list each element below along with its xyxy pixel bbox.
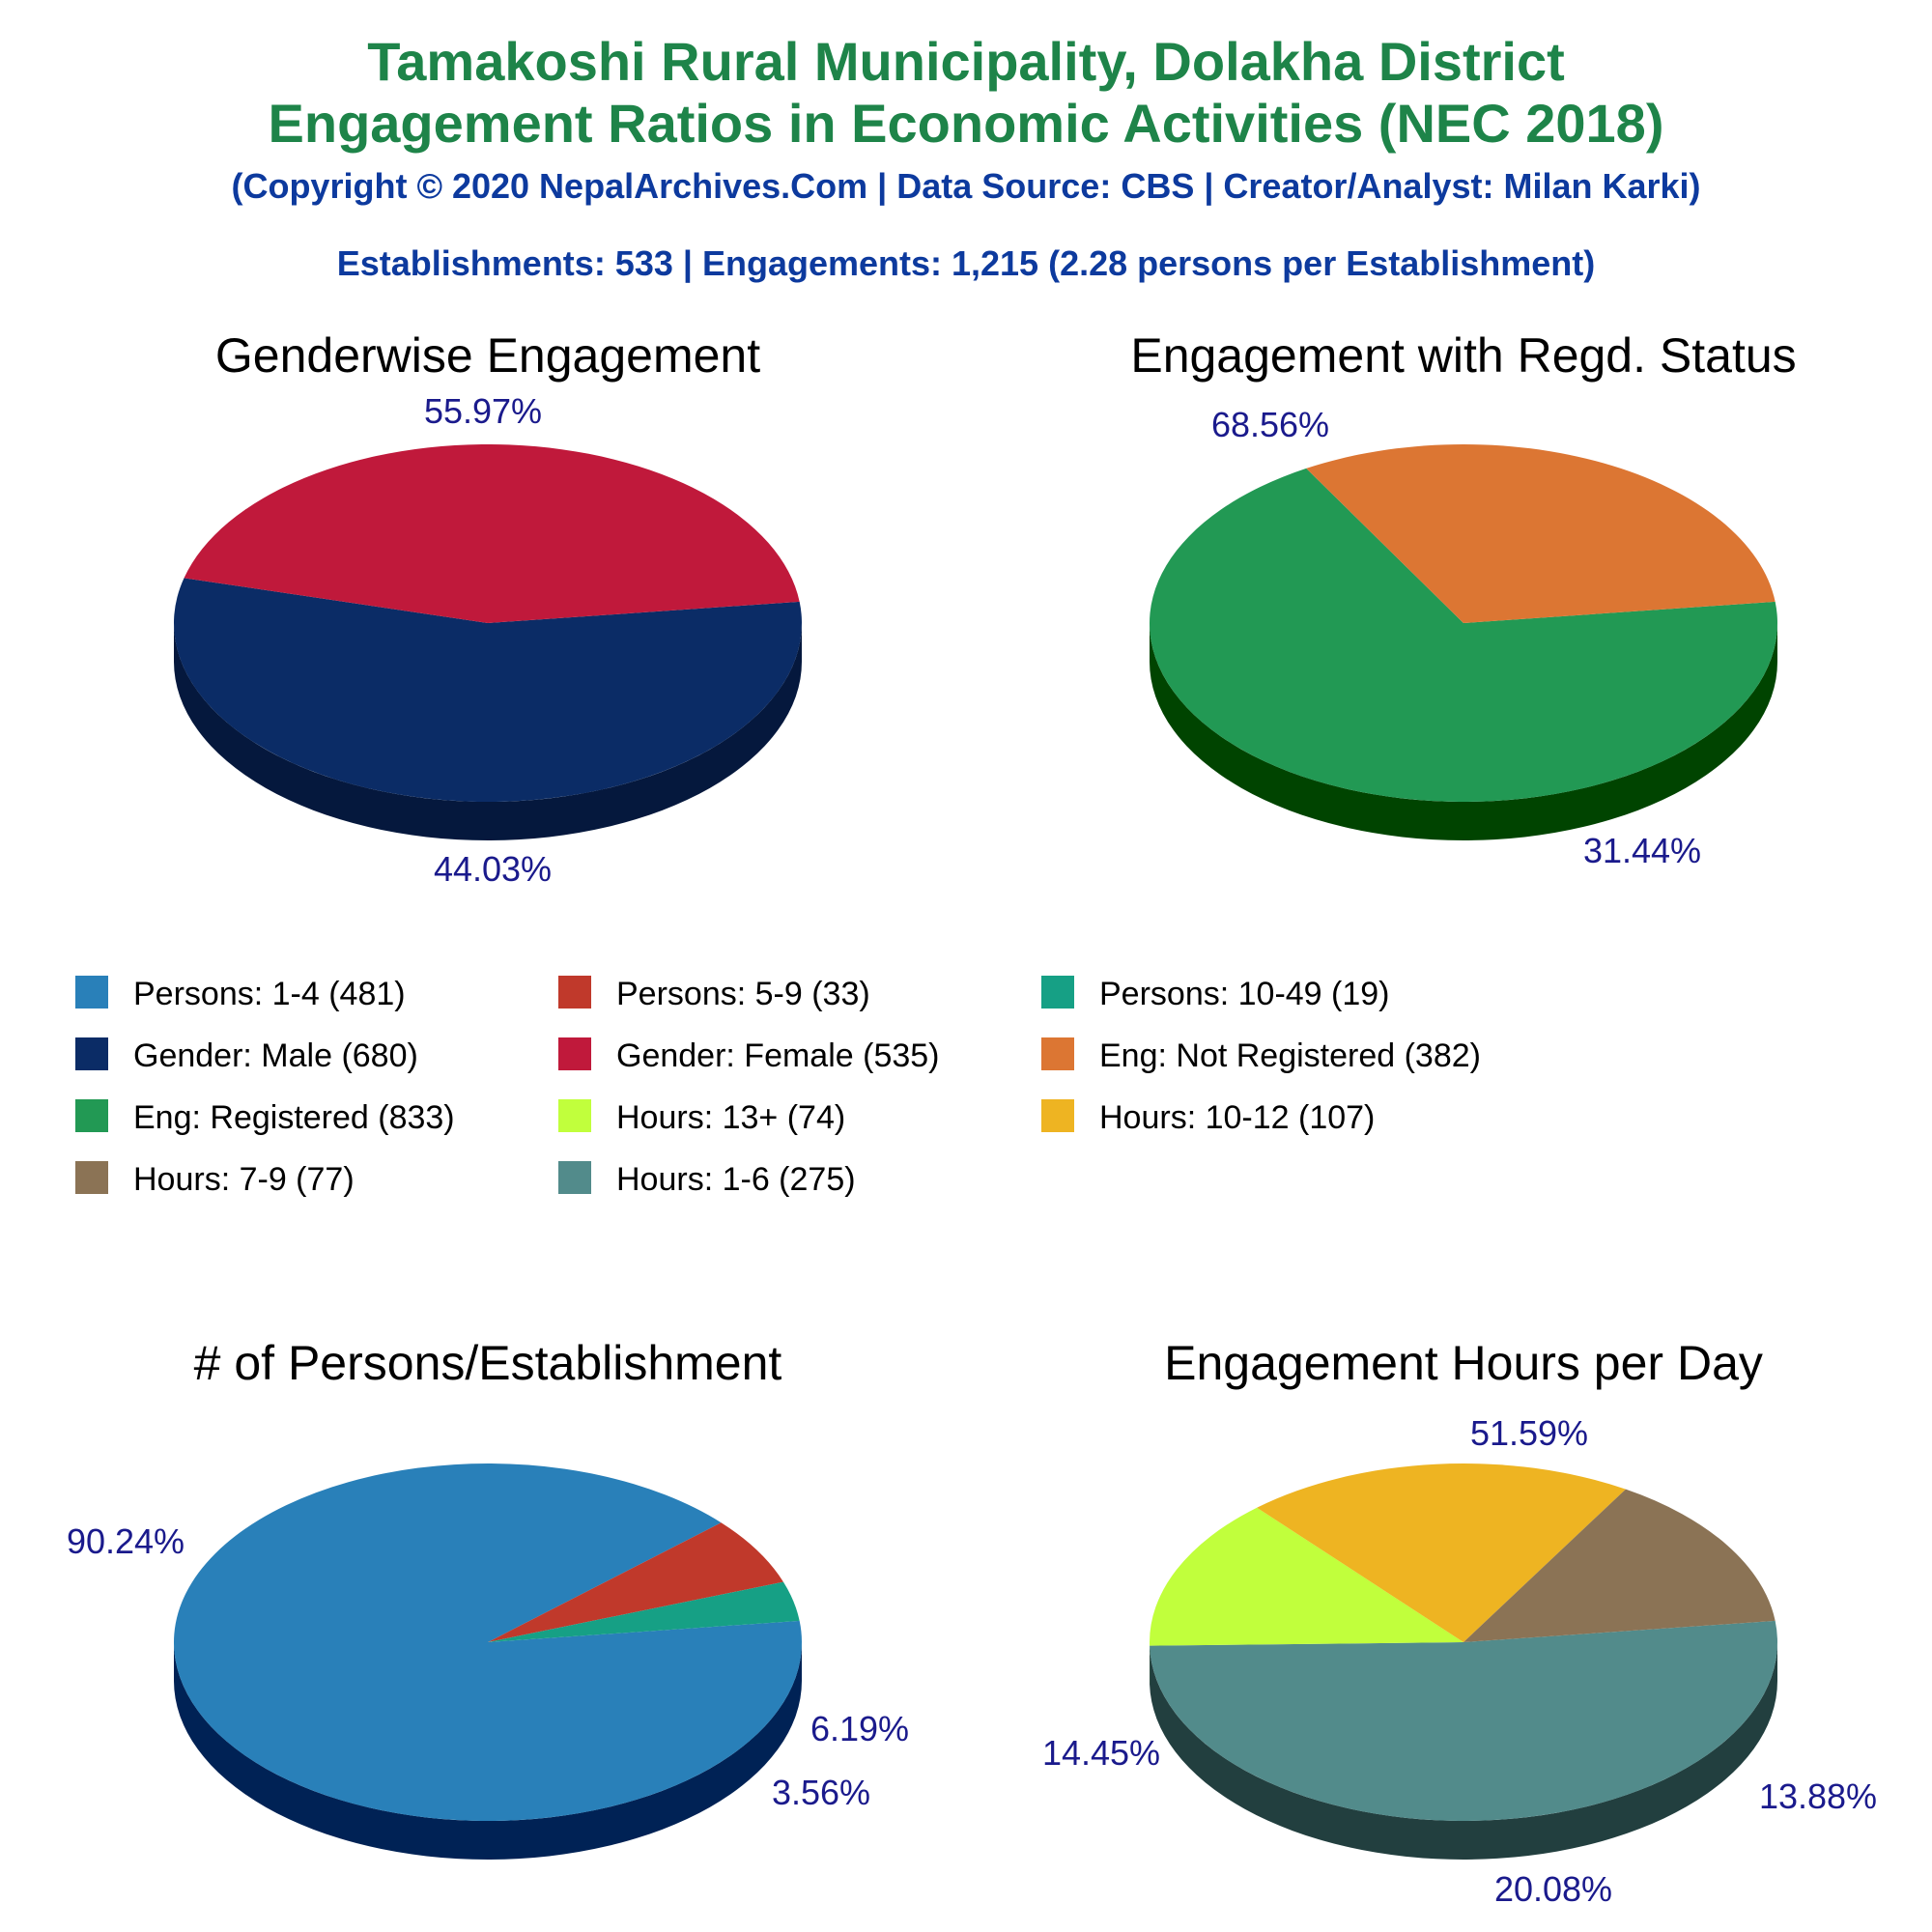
- slice-percent-label: 13.88%: [1759, 1776, 1877, 1816]
- legend-label: Gender: Female (535): [616, 1037, 940, 1074]
- legend-swatch: [1041, 976, 1074, 1009]
- pie-title: Engagement with Regd. Status: [1130, 328, 1796, 383]
- pie-slice: [184, 444, 800, 623]
- legend-label: Eng: Not Registered (382): [1099, 1037, 1481, 1074]
- legend-label: Eng: Registered (833): [133, 1099, 455, 1136]
- slice-percent-label: 20.08%: [1494, 1869, 1612, 1909]
- slice-percent-label: 55.97%: [424, 391, 542, 431]
- legend-swatch: [558, 1161, 591, 1194]
- legend-item: Eng: Registered (833): [75, 1099, 455, 1136]
- summary-line: Establishments: 533 | Engagements: 1,215…: [336, 243, 1596, 283]
- legend-item: Persons: 5-9 (33): [558, 976, 870, 1012]
- pie-chart-2: Engagement with Regd. Status 68.56% 31.44%: [1130, 328, 1796, 870]
- legend-swatch: [1041, 1099, 1074, 1132]
- pie-side-wall: [1150, 1642, 1777, 1861]
- pie-side-wall: [174, 623, 802, 840]
- legend-swatch: [558, 976, 591, 1009]
- pie-chart-4: Engagement Hours per Day 51.59% 13.88% 20.0…: [1042, 1336, 1877, 1909]
- legend-label: Hours: 13+ (74): [616, 1099, 845, 1136]
- legend-swatch: [75, 1037, 108, 1070]
- slice-percent-label: 68.56%: [1211, 405, 1329, 444]
- pie-slice: [488, 1581, 800, 1642]
- pie-title: Genderwise Engagement: [215, 328, 760, 383]
- legend-swatch: [75, 976, 108, 1009]
- legend-swatch: [75, 1099, 108, 1132]
- legend-swatch: [75, 1161, 108, 1194]
- legend-item: Persons: 1-4 (481): [75, 976, 406, 1012]
- pie-slice: [1463, 1489, 1776, 1642]
- legend: Persons: 1-4 (481) Persons: 5-9 (33) Perso…: [75, 976, 1481, 1198]
- legend-label: Hours: 10-12 (107): [1099, 1099, 1375, 1136]
- legend-swatch: [558, 1037, 591, 1070]
- legend-item: Gender: Male (680): [75, 1037, 418, 1074]
- legend-item: Hours: 10-12 (107): [1041, 1099, 1375, 1136]
- slice-percent-label: 6.19%: [810, 1709, 909, 1748]
- pie-slice: [1150, 1620, 1777, 1821]
- legend-item: Hours: 1-6 (275): [558, 1161, 856, 1198]
- slice-percent-label: 51.59%: [1470, 1413, 1588, 1453]
- pie-slice: [488, 1522, 783, 1642]
- pie-chart-1: Genderwise Engagement 55.97% 44.03%: [173, 328, 803, 889]
- pie-title: # of Persons/Establishment: [194, 1336, 782, 1390]
- chart-title-line2: Engagement Ratios in Economic Activities…: [268, 93, 1664, 154]
- slice-percent-label: 14.45%: [1042, 1733, 1160, 1773]
- pie-side-wall: [1150, 623, 1777, 840]
- pie-title: Engagement Hours per Day: [1164, 1336, 1763, 1390]
- legend-item: Hours: 13+ (74): [558, 1099, 845, 1136]
- pie-slice: [1306, 444, 1776, 623]
- legend-item: Eng: Not Registered (382): [1041, 1037, 1481, 1074]
- pie-side-wall: [174, 1642, 802, 1860]
- pie-slice: [1150, 1507, 1463, 1646]
- legend-label: Persons: 1-4 (481): [133, 976, 406, 1012]
- pie-slice: [1150, 468, 1777, 802]
- legend-swatch: [558, 1099, 591, 1132]
- slice-percent-label: 31.44%: [1583, 831, 1701, 870]
- legend-swatch: [1041, 1037, 1074, 1070]
- pie-slice: [1257, 1463, 1626, 1642]
- slice-percent-label: 3.56%: [772, 1773, 870, 1812]
- slice-percent-label: 44.03%: [434, 849, 552, 889]
- slice-percent-label: 90.24%: [67, 1521, 185, 1561]
- legend-item: Gender: Female (535): [558, 1037, 940, 1074]
- legend-label: Persons: 10-49 (19): [1099, 976, 1390, 1012]
- legend-label: Hours: 7-9 (77): [133, 1161, 355, 1198]
- legend-item: Persons: 10-49 (19): [1041, 976, 1390, 1012]
- legend-label: Hours: 1-6 (275): [616, 1161, 856, 1198]
- chart-title-line1: Tamakoshi Rural Municipality, Dolakha Di…: [367, 31, 1565, 92]
- pie-chart-3: # of Persons/Establishment 90.24% 6.19% 3.5…: [67, 1336, 909, 1860]
- legend-item: Hours: 7-9 (77): [75, 1161, 355, 1198]
- legend-label: Persons: 5-9 (33): [616, 976, 870, 1012]
- legend-label: Gender: Male (680): [133, 1037, 418, 1074]
- pie-slice: [173, 578, 803, 802]
- copyright-line: (Copyright © 2020 NepalArchives.Com | Da…: [231, 166, 1701, 206]
